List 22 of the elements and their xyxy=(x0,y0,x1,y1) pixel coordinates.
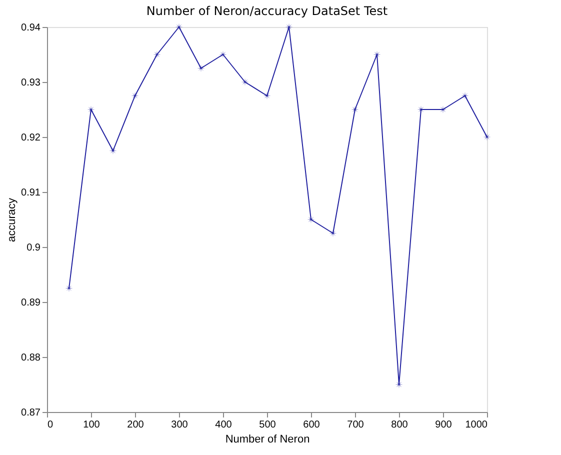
x-tick-label: 800 xyxy=(391,420,408,430)
x-tick-label: 700 xyxy=(347,420,364,430)
x-tick-label: 200 xyxy=(127,420,144,430)
x-tick-label: 400 xyxy=(215,420,232,430)
y-tick-label: 0.88 xyxy=(21,352,41,364)
y-tick-label: 0.93 xyxy=(21,78,41,88)
x-tick-label: 600 xyxy=(303,420,320,430)
x-tick-label: 900 xyxy=(435,420,452,430)
x-tick-label: 1000 xyxy=(465,420,488,430)
y-axis-title: accuracy xyxy=(6,198,18,242)
y-tick-label: 0.9 xyxy=(26,242,41,254)
x-axis-title: Number of Neron xyxy=(225,434,310,446)
x-tick-label: 100 xyxy=(83,420,100,430)
x-tick-label: 0 xyxy=(48,420,54,430)
y-tick-label: 0.89 xyxy=(21,298,41,308)
y-tick-label: 0.87 xyxy=(21,408,41,418)
x-tick-label: 300 xyxy=(171,420,188,430)
y-tick-label: 0.92 xyxy=(21,132,41,144)
y-tick-label: 0.94 xyxy=(21,22,41,34)
x-tick-label: 500 xyxy=(259,420,276,430)
chart-title: Number of Neron/accuracy DataSet Test xyxy=(146,4,388,18)
y-tick-label: 0.91 xyxy=(21,188,41,198)
